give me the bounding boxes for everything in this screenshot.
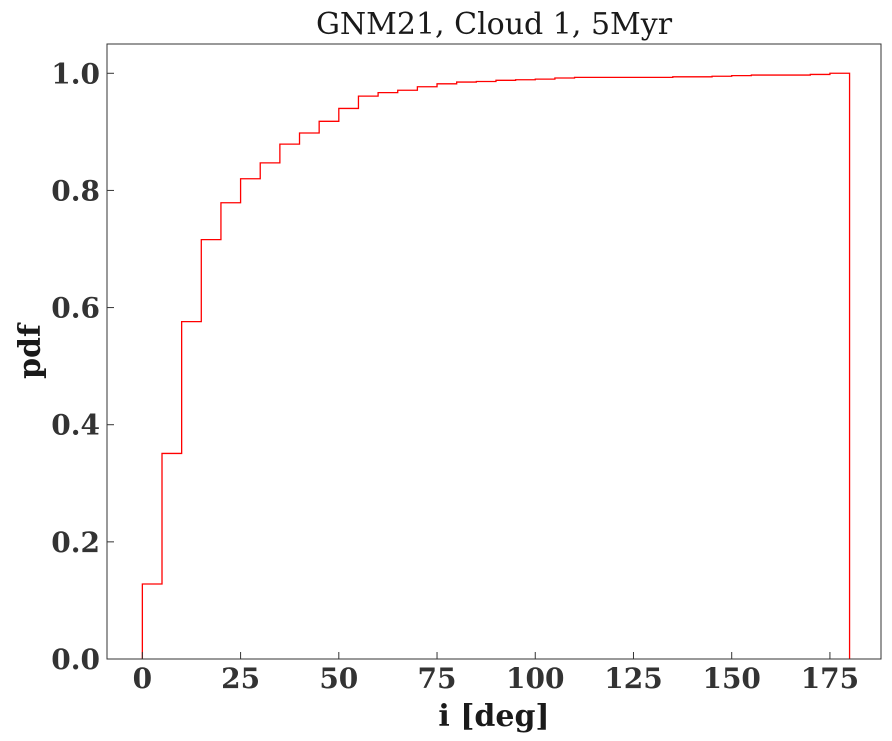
x-tick-label: 50 — [319, 662, 358, 695]
y-tick-label: 1.0 — [51, 57, 100, 90]
x-tick-label: 175 — [801, 662, 859, 695]
y-axis-label: pdf — [13, 322, 48, 379]
x-tick-label: 75 — [418, 662, 457, 695]
y-tick-label: 0.0 — [51, 643, 100, 676]
y-tick-label: 0.8 — [51, 174, 100, 207]
x-tick-label: 100 — [506, 662, 564, 695]
cdf-step-series — [141, 72, 851, 659]
y-tick-label: 0.2 — [51, 526, 100, 559]
y-tick-label: 0.6 — [51, 292, 100, 325]
x-axis-label: i [deg] — [438, 699, 549, 734]
chart-title: GNM21, Cloud 1, 5Myr — [316, 7, 673, 42]
x-tick-label: 25 — [221, 662, 260, 695]
y-tick-label: 0.4 — [51, 409, 100, 442]
x-tick-label: 0 — [133, 662, 152, 695]
x-tick-label: 125 — [604, 662, 662, 695]
plot-frame — [106, 43, 882, 660]
x-tick-label: 150 — [702, 662, 760, 695]
